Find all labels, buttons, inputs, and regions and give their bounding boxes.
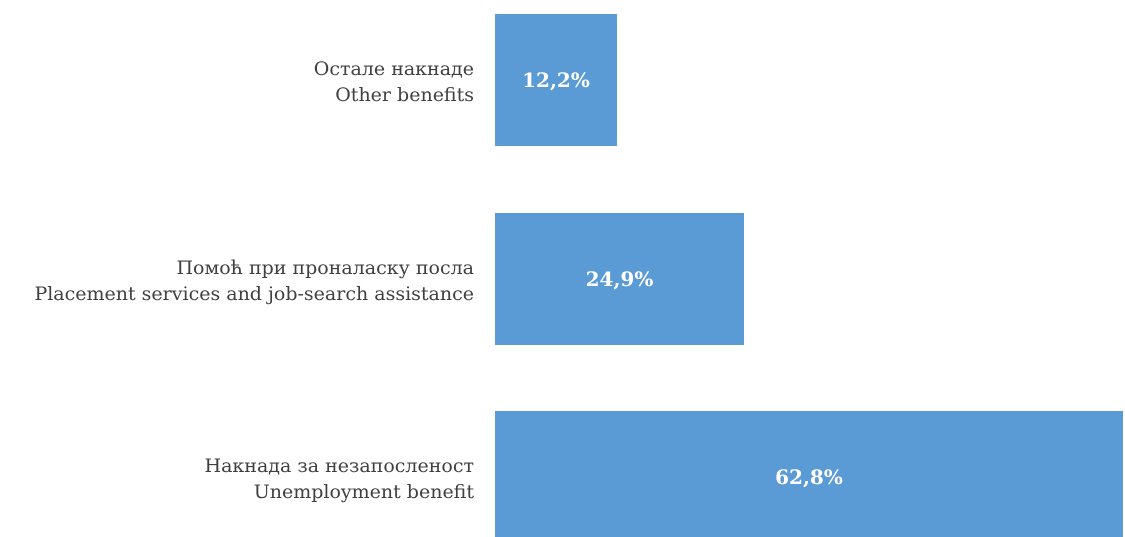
- data-label-2: 62,8%: [775, 465, 843, 489]
- labels-layer: 12,2% Остале накнаде Other benefits 24,9% По…: [34, 58, 842, 503]
- category-label-line1-1: Помоћ при проналаску посла: [176, 257, 474, 279]
- category-label-line1-0: Остале накнаде: [314, 58, 474, 80]
- category-label-line2-0: Other benefits: [335, 84, 474, 106]
- category-label-line2-1: Placement services and job-search assist…: [34, 283, 474, 305]
- bar-2: [495, 411, 1123, 537]
- data-label-0: 12,2%: [522, 68, 590, 92]
- category-label-line1-2: Накнада за незапосленост: [205, 455, 474, 477]
- category-label-line2-2: Unemployment benefit: [254, 481, 475, 503]
- bar-1: [495, 213, 744, 345]
- bars-layer: [495, 14, 1123, 537]
- data-label-1: 24,9%: [586, 267, 654, 291]
- bar-0: [495, 14, 617, 146]
